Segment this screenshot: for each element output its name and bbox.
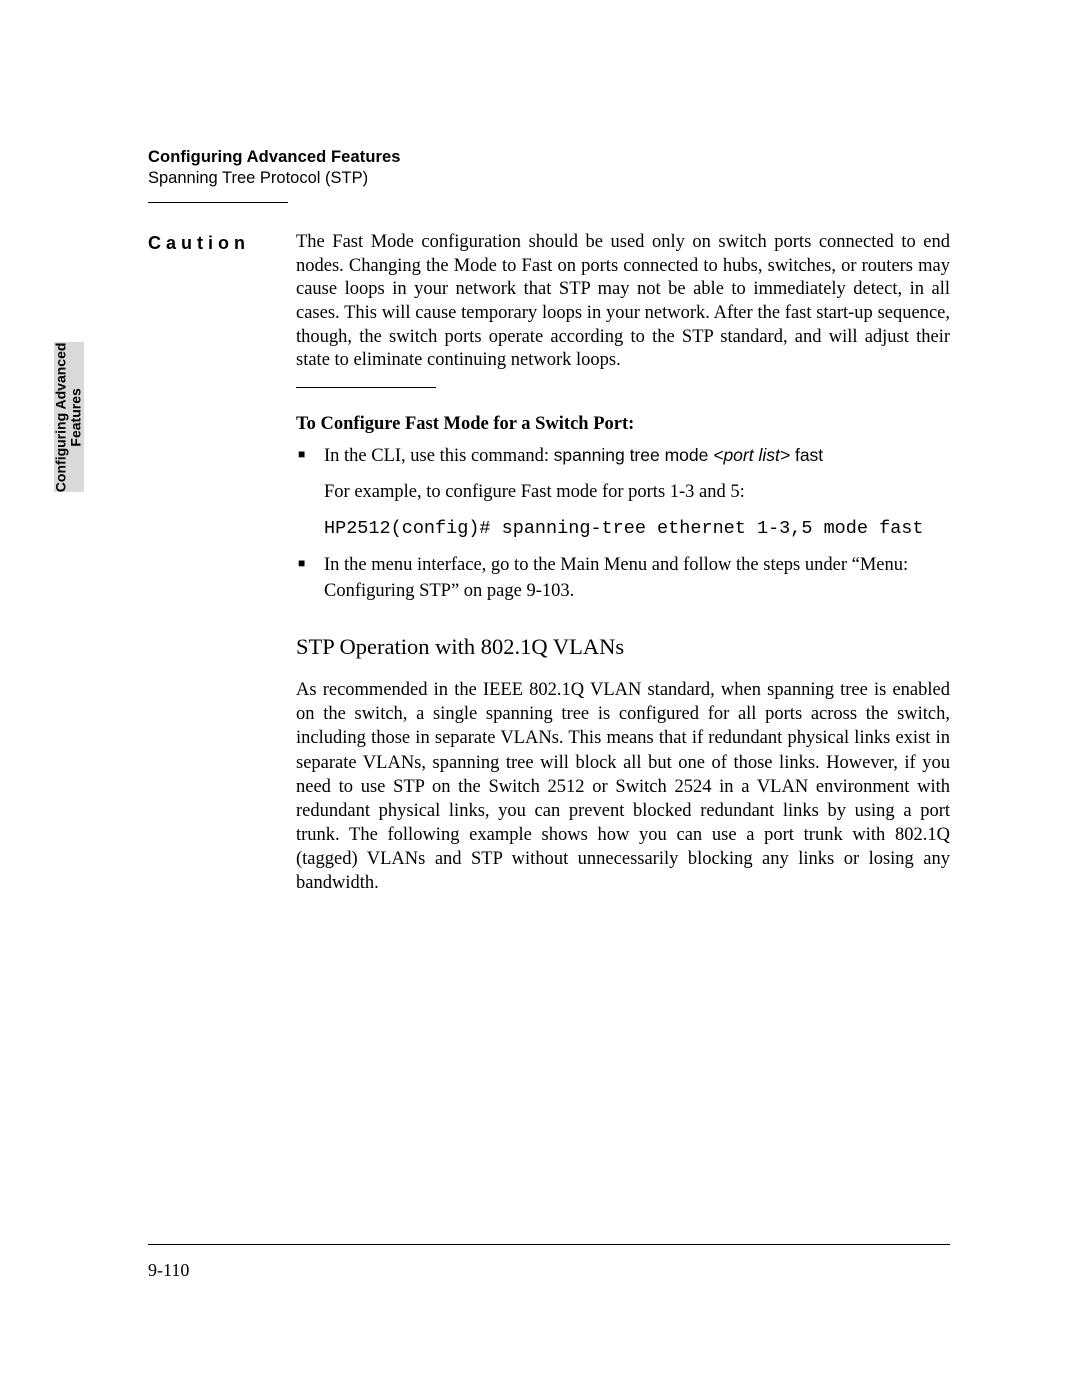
side-tab-line2: Features bbox=[68, 388, 84, 446]
header-subtitle: Spanning Tree Protocol (STP) bbox=[148, 169, 950, 188]
bullet2-text: In the menu interface, go to the Main Me… bbox=[324, 555, 908, 601]
caution-text: The Fast Mode configuration should be us… bbox=[296, 231, 950, 373]
vlan-heading: STP Operation with 802.1Q VLANs bbox=[296, 634, 950, 660]
page-header: Configuring Advanced Features Spanning T… bbox=[148, 148, 950, 203]
header-rule bbox=[148, 202, 288, 203]
bullet1-mono: HP2512(config)# spanning-tree ethernet 1… bbox=[324, 516, 950, 542]
bullet1-cmd-a: spanning tree mode bbox=[554, 445, 714, 465]
header-title: Configuring Advanced Features bbox=[148, 148, 950, 167]
caution-block: Caution The Fast Mode configuration shou… bbox=[148, 231, 950, 373]
bullet1-cmd-b: <port list> bbox=[713, 445, 790, 465]
footer-rule bbox=[148, 1244, 950, 1245]
bullet1-cmd-c: fast bbox=[790, 445, 823, 465]
page-number: 9-110 bbox=[148, 1260, 189, 1281]
configure-section: To Configure Fast Mode for a Switch Port… bbox=[296, 414, 950, 895]
configure-bullet-cli: In the CLI, use this command: spanning t… bbox=[296, 443, 950, 542]
configure-bullet-menu: In the menu interface, go to the Main Me… bbox=[296, 552, 950, 605]
side-tab-text: Configuring Advanced Features bbox=[54, 342, 85, 492]
caution-label: Caution bbox=[148, 233, 296, 254]
configure-heading: To Configure Fast Mode for a Switch Port… bbox=[296, 414, 950, 435]
page: Configuring Advanced Features Spanning T… bbox=[0, 0, 1080, 1397]
bullet1-prefix: In the CLI, use this command: bbox=[324, 446, 554, 466]
bullet1-example: For example, to configure Fast mode for … bbox=[324, 479, 950, 505]
caution-body: The Fast Mode configuration should be us… bbox=[296, 231, 950, 373]
caution-label-col: Caution bbox=[148, 231, 296, 373]
caution-rule bbox=[296, 387, 436, 388]
side-tab-line1: Configuring Advanced bbox=[53, 342, 69, 492]
side-tab: Configuring Advanced Features bbox=[54, 342, 84, 492]
vlan-text: As recommended in the IEEE 802.1Q VLAN s… bbox=[296, 678, 950, 894]
configure-list: In the CLI, use this command: spanning t… bbox=[296, 443, 950, 604]
